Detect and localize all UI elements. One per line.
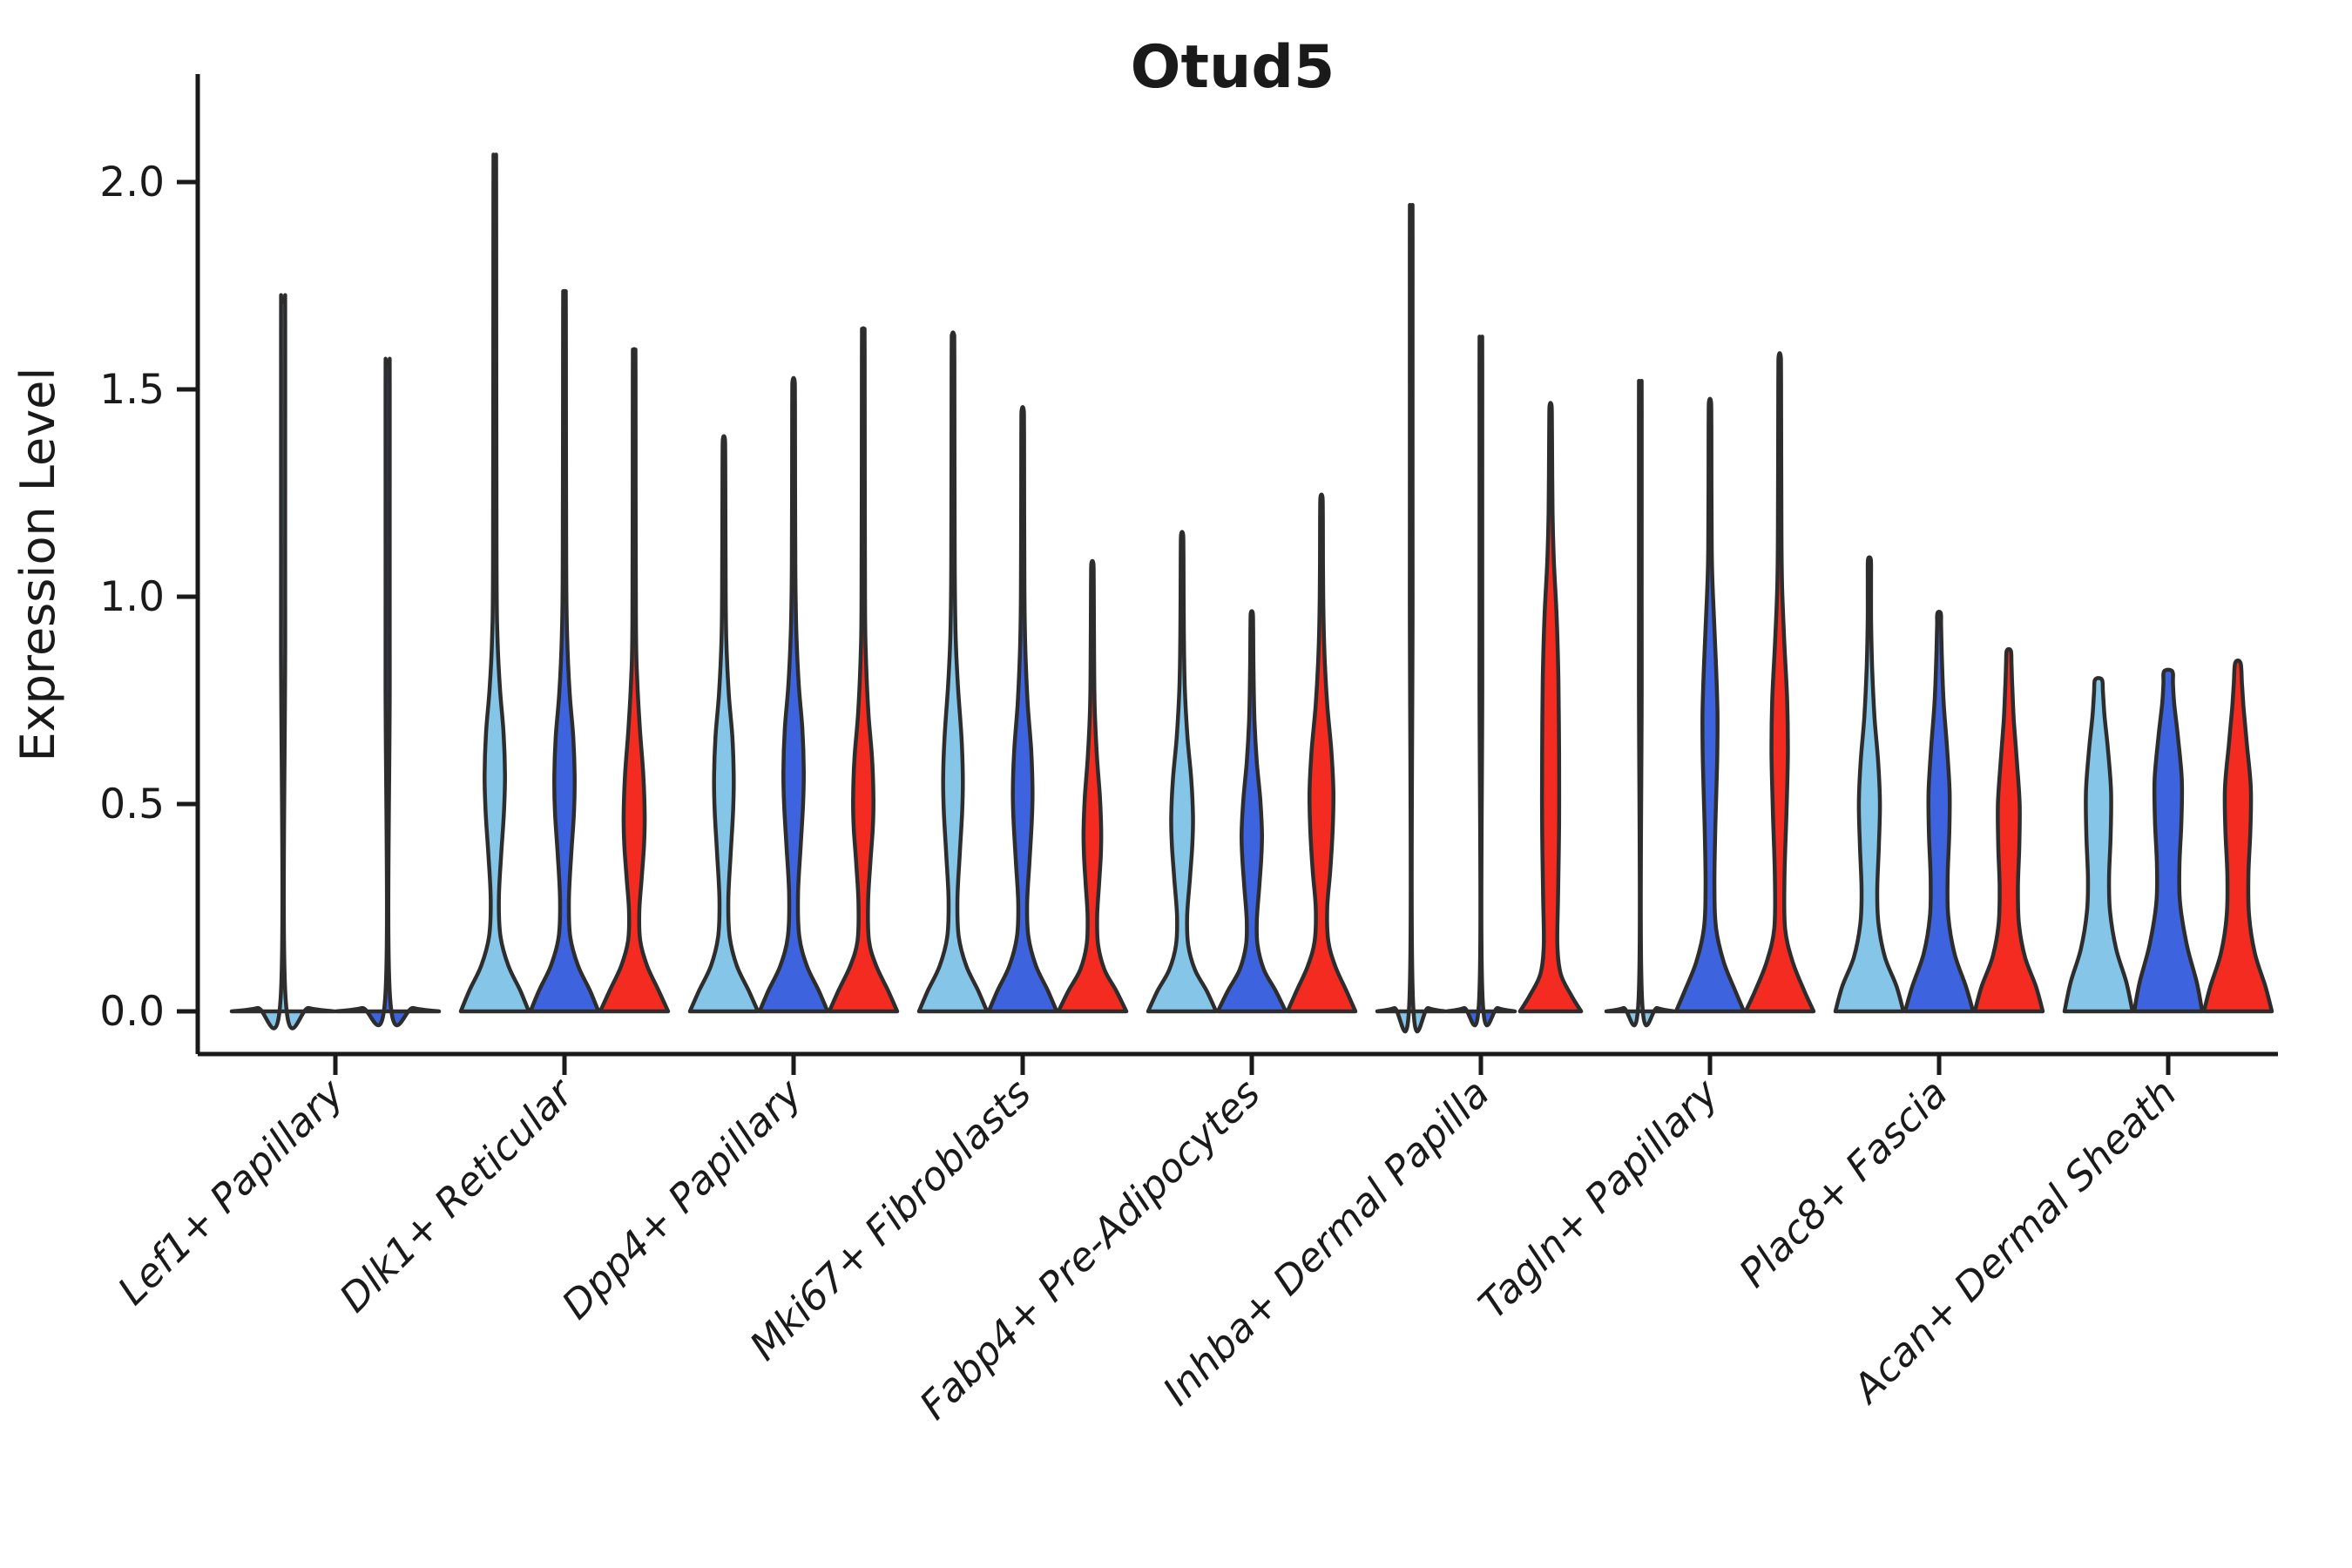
y-tick-label: 0.0 xyxy=(99,988,165,1036)
violin-lef1-papillary-light-blue xyxy=(229,293,337,1031)
y-tick-label: 1.5 xyxy=(99,366,165,414)
x-tick-label: Dlk1+ Reticular xyxy=(330,1069,583,1321)
chart-title: Otud5 xyxy=(1131,33,1335,102)
violin-fabp4-pre-adipocytes-light-blue xyxy=(1146,530,1219,1014)
violin-inhba-dermal-papilla-red xyxy=(1517,401,1584,1014)
violin-dpp4-papillary-dark-blue xyxy=(757,375,830,1014)
violin-dpp4-papillary-red xyxy=(827,326,900,1014)
y-tick-label: 0.5 xyxy=(99,781,165,828)
violin-inhba-dermal-papilla-dark-blue xyxy=(1444,335,1517,1028)
violin-fabp4-pre-adipocytes-dark-blue xyxy=(1215,609,1288,1014)
violin-dlk1-reticular-dark-blue xyxy=(528,288,601,1014)
violin-tagln-papillary-light-blue xyxy=(1604,378,1677,1028)
violin-dlk1-reticular-red xyxy=(598,347,671,1014)
x-tick-label: Dpp4+ Papillary xyxy=(553,1069,812,1328)
violin-acan-dermal-sheath-red xyxy=(2201,658,2274,1014)
violins-layer xyxy=(229,152,2274,1034)
violin-tagln-papillary-red xyxy=(1743,351,1816,1014)
violin-mki67-fibroblasts-dark-blue xyxy=(986,404,1059,1014)
violin-mki67-fibroblasts-red xyxy=(1056,558,1129,1014)
violin-acan-dermal-sheath-dark-blue xyxy=(2132,667,2205,1014)
violin-tagln-papillary-dark-blue xyxy=(1673,396,1747,1014)
violin-lef1-papillary-dark-blue xyxy=(334,356,442,1028)
violin-acan-dermal-sheath-light-blue xyxy=(2062,676,2135,1014)
violin-dlk1-reticular-light-blue xyxy=(458,152,531,1014)
y-tick-label: 1.0 xyxy=(99,573,165,621)
violin-dpp4-papillary-light-blue xyxy=(687,434,760,1014)
violin-plac8-fascia-red xyxy=(1972,646,2045,1014)
violin-fabp4-pre-adipocytes-red xyxy=(1285,492,1358,1014)
violin-inhba-dermal-papilla-light-blue xyxy=(1375,203,1448,1034)
x-tick-label: Plac8+ Fascia xyxy=(1730,1070,1957,1296)
x-tick-label: Lef1+ Papillary xyxy=(109,1069,354,1314)
y-axis-label: Expression Level xyxy=(10,368,65,762)
violin-mki67-fibroblasts-light-blue xyxy=(916,330,990,1014)
x-tick-label: Tagln+ Papillary xyxy=(1470,1069,1728,1328)
y-tick-label: 2.0 xyxy=(99,159,165,206)
violin-plac8-fascia-light-blue xyxy=(1833,555,1906,1014)
violin-plac8-fascia-dark-blue xyxy=(1903,610,1976,1014)
